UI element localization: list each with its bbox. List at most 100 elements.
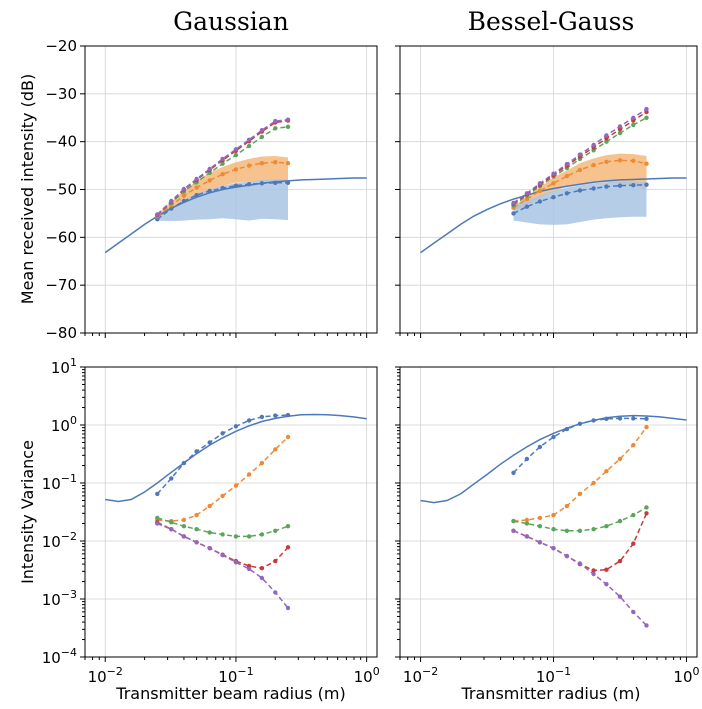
data-point [617,558,623,564]
data-point [207,188,212,194]
y-tick-label: −70 [45,276,77,294]
data-point [524,534,530,539]
data-point [577,167,583,173]
data-point [617,130,623,136]
data-point [169,206,174,211]
axes-frame [84,366,378,658]
data-point [524,517,530,523]
data-point [604,133,609,138]
y-tick-label: 10−3 [42,588,77,609]
data-point [631,609,636,615]
data-point [194,185,199,190]
data-point [259,161,265,166]
data-point [617,158,623,163]
data-point [194,527,199,532]
data-point [524,521,530,526]
data-point [537,199,543,204]
x-tick-label: 10−2 [403,665,438,686]
data-point [604,416,609,421]
data-point [259,460,265,466]
data-point [246,534,252,539]
data-point [220,493,225,499]
data-point [220,172,225,177]
data-point [181,186,187,192]
data-point [644,106,649,112]
data-point [181,534,187,539]
data-point [194,449,199,454]
y-tick-label: −80 [45,324,77,342]
confidence-band [157,179,288,222]
data-point [617,594,623,599]
data-point [631,442,636,448]
data-point [644,161,649,166]
data-point [273,413,278,418]
data-point [285,412,291,418]
series-line [157,436,289,522]
data-point [285,180,291,185]
y-tick-label: 10−2 [42,530,77,551]
data-point [564,528,570,533]
data-point [631,122,636,128]
data-point [285,117,291,122]
data-point [551,181,556,186]
data-point [577,561,583,566]
data-point [591,162,596,168]
data-point [207,166,212,172]
series-line [105,413,367,503]
plot-area [105,412,367,611]
data-point [551,527,556,532]
data-point [155,521,160,526]
series-line [420,414,687,504]
data-point [537,515,543,521]
xlabel-beam-radius: Transmitter beam radius (m) [115,684,345,703]
data-point [524,204,530,209]
data-point [591,418,596,423]
data-point [246,143,252,149]
data-point [604,159,609,164]
data-point [644,424,649,430]
data-point [273,528,278,533]
data-point [631,183,636,188]
data-point [220,431,225,436]
data-point [604,567,609,572]
data-point [220,156,225,162]
data-point [591,527,596,532]
ylabel-intensity-variance: Intensity Variance [18,440,37,584]
data-point [285,434,291,440]
panel-bessel-mean [395,45,698,338]
data-point [591,571,596,577]
data-point [617,518,623,524]
series-line [156,119,289,216]
panel-bessel-variance: 10−2 10−1 100 [395,366,700,686]
data-point [537,181,543,186]
data-point [644,623,649,628]
data-point [194,176,199,182]
plot-area [420,106,687,254]
data-point [511,470,516,475]
data-point [259,575,265,581]
data-point [155,515,160,521]
data-point [259,414,265,420]
data-point [233,534,239,539]
data-point [537,188,543,194]
data-point [220,161,225,166]
confidence-band [157,156,288,219]
ylabel-mean-intensity: Mean received intensity (dB) [18,74,37,304]
data-point [617,183,623,188]
series-line [513,183,647,215]
data-point [273,160,278,165]
data-point [604,524,609,529]
series-line [156,414,289,495]
y-tick-label: 10−1 [42,472,77,493]
data-point [564,191,570,196]
x-tick-label: 100 [673,665,699,686]
data-point [617,416,623,421]
data-point [233,560,239,565]
data-point [181,460,187,466]
data-point [604,184,609,189]
y-tick-label: −60 [45,228,77,246]
data-point [194,193,199,198]
data-point [551,512,556,518]
series-line [156,161,289,217]
